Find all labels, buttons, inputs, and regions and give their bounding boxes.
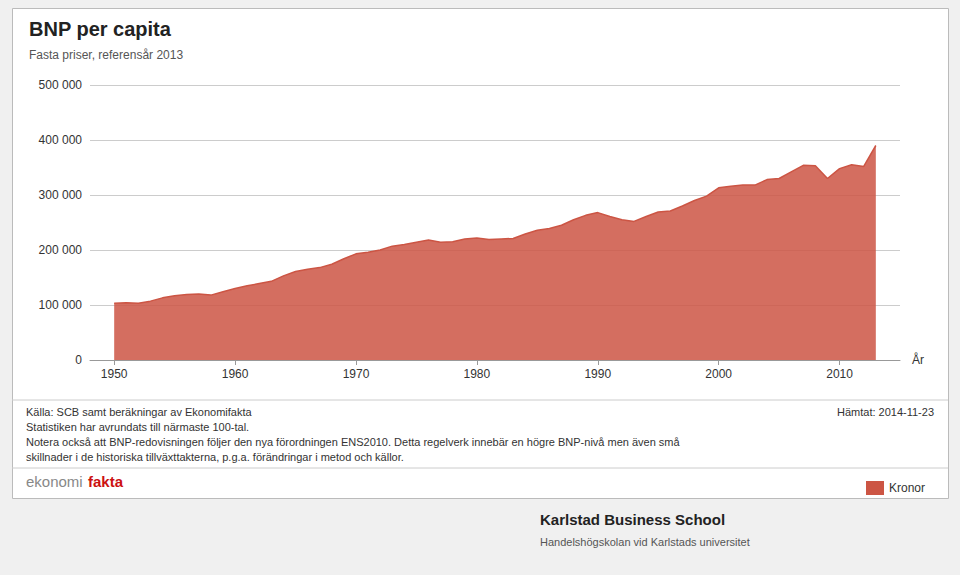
svg-text:300 000: 300 000 xyxy=(39,188,83,202)
svg-text:1970: 1970 xyxy=(343,367,370,381)
svg-text:2010: 2010 xyxy=(826,367,853,381)
svg-text:skillnader i de historiska til: skillnader i de historiska tillväxttakte… xyxy=(26,451,404,463)
svg-text:Handelshögskolan vid Karlstads: Handelshögskolan vid Karlstads universit… xyxy=(540,536,750,548)
svg-text:År: År xyxy=(912,352,924,367)
svg-text:Karlstad Business School: Karlstad Business School xyxy=(540,511,725,528)
svg-text:Hämtat: 2014-11-23: Hämtat: 2014-11-23 xyxy=(837,406,934,418)
svg-text:1990: 1990 xyxy=(584,367,611,381)
svg-text:BNP per capita: BNP per capita xyxy=(29,18,172,40)
svg-text:2000: 2000 xyxy=(705,367,732,381)
svg-text:1980: 1980 xyxy=(464,367,491,381)
svg-text:Statistiken har avrundats till: Statistiken har avrundats till närmaste … xyxy=(26,421,249,433)
svg-text:500 000: 500 000 xyxy=(39,78,83,92)
svg-text:100 000: 100 000 xyxy=(39,298,83,312)
svg-text:ekonomi: ekonomi xyxy=(26,473,83,490)
svg-text:Källa: SCB samt beräkningar av: Källa: SCB samt beräkningar av Ekonomifa… xyxy=(26,406,252,418)
svg-text:Fasta priser, referensår 2013: Fasta priser, referensår 2013 xyxy=(29,48,183,62)
svg-text:200 000: 200 000 xyxy=(39,243,83,257)
svg-text:400 000: 400 000 xyxy=(39,133,83,147)
svg-text:0: 0 xyxy=(75,353,82,367)
svg-text:1950: 1950 xyxy=(101,367,128,381)
svg-text:1960: 1960 xyxy=(222,367,249,381)
svg-text:fakta: fakta xyxy=(88,473,124,490)
svg-text:Notera också att BNP-redovisni: Notera också att BNP-redovisningen följe… xyxy=(26,436,681,448)
svg-text:Kronor: Kronor xyxy=(889,481,925,495)
